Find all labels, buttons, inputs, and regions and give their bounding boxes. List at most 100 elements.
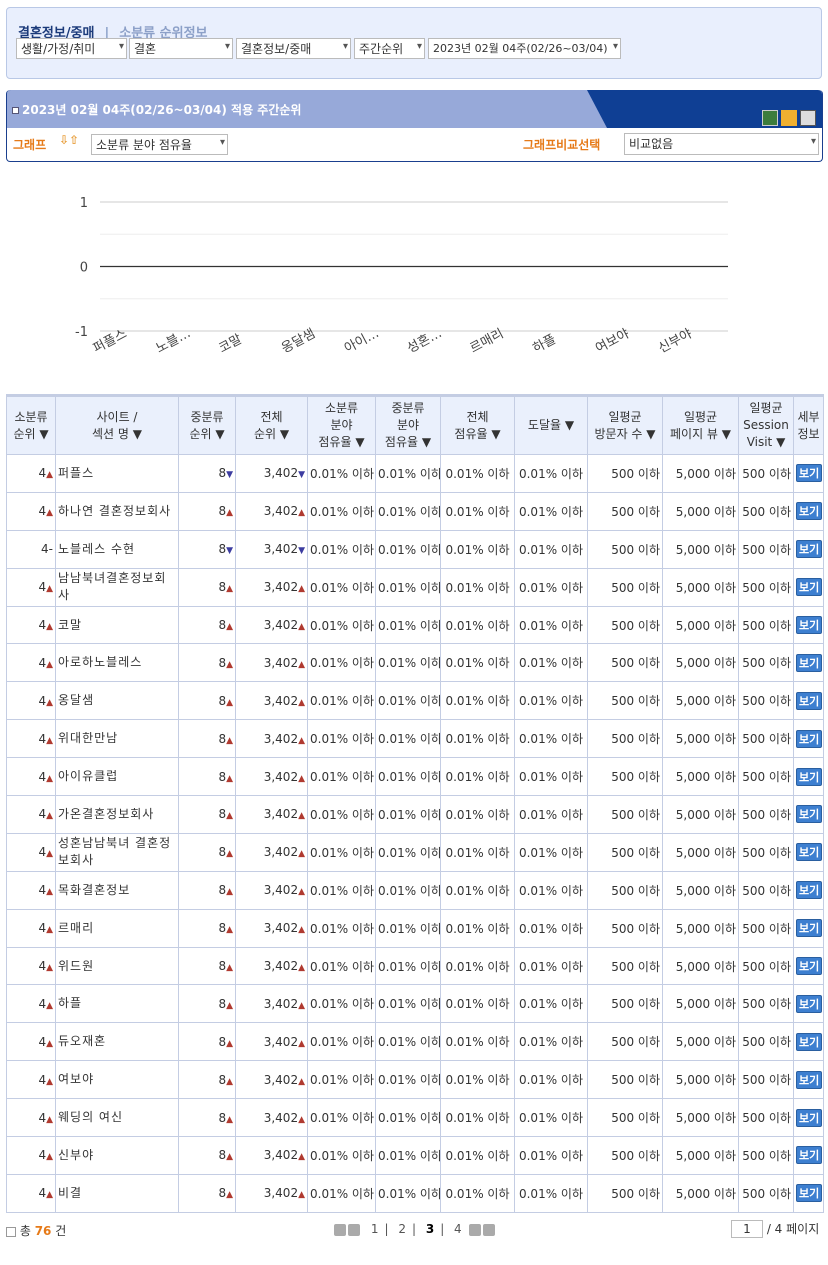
site-name[interactable]: 옹달샘 (55, 681, 179, 721)
collapse-icon[interactable] (6, 1226, 16, 1237)
view-detail-button[interactable]: 보기 (796, 881, 823, 900)
site-name[interactable]: 성혼남남북녀 결혼정보회사 (55, 832, 179, 872)
breadcrumb-category[interactable]: 결혼정보/중매 (18, 26, 95, 41)
column-header[interactable]: 전체 순위 ▼ (235, 395, 308, 455)
site-name[interactable]: 위드원 (55, 946, 179, 986)
view-detail-button[interactable]: 보기 (796, 464, 823, 483)
view-detail-button[interactable]: 보기 (796, 1146, 823, 1165)
mid-rank: 8▲ (178, 1136, 236, 1175)
chevron-down-icon: ▾ (416, 41, 422, 52)
view-detail-button[interactable]: 보기 (796, 805, 823, 824)
site-name[interactable]: 위대한만남 (55, 719, 179, 759)
view-detail-button[interactable]: 보기 (796, 1108, 823, 1127)
trend-up-icon: ▲ (298, 849, 305, 860)
site-name[interactable]: 웨딩의 여신 (55, 1098, 179, 1138)
subcategory-select[interactable]: 결혼 ▾ (129, 38, 233, 59)
mid-share: 0.01% 이하 (375, 605, 441, 645)
site-name[interactable]: 듀오재혼 (55, 1022, 179, 1062)
total-rank-value: 3,402 (263, 1148, 299, 1163)
reach: 0.01% 이하 (514, 757, 588, 797)
site-name[interactable]: 남남북녀결혼정보회사 (55, 567, 179, 607)
view-detail-button[interactable]: 보기 (796, 994, 823, 1013)
page-link-1[interactable]: 1 (370, 1222, 379, 1236)
page-input[interactable]: 1 (731, 1220, 763, 1238)
view-detail-button[interactable]: 보기 (796, 653, 823, 672)
trend-up-icon: ▲ (226, 697, 233, 708)
site-name[interactable]: 비결 (55, 1173, 179, 1213)
view-detail-button[interactable]: 보기 (796, 502, 823, 521)
view-detail-button[interactable]: 보기 (796, 843, 823, 862)
column-header[interactable]: 소분류 분야 점유율 ▼ (307, 395, 376, 455)
total-rank-value: 3,402 (263, 542, 299, 557)
total-share: 0.01% 이하 (440, 491, 515, 531)
column-header[interactable]: 일평균 페이지 뷰 ▼ (662, 395, 739, 455)
graph-metric-select[interactable]: 소분류 분야 점유율 ▾ (91, 134, 228, 155)
view-detail-button[interactable]: 보기 (796, 1070, 823, 1089)
mail-icon[interactable] (781, 110, 797, 126)
page-link-4[interactable]: 4 (454, 1222, 462, 1236)
column-header[interactable]: 중분류 분야 점유율 ▼ (375, 395, 441, 455)
page-jump: 1 / 4 페이지 (731, 1220, 819, 1238)
total-rank: 3,402▲ (235, 681, 308, 721)
view-detail-button[interactable]: 보기 (796, 957, 823, 976)
mid-rank-value: 8 (218, 731, 227, 746)
detail-cell: 보기 (793, 908, 824, 948)
column-header[interactable]: 소분류 순위 ▼ (6, 395, 56, 455)
view-detail-button[interactable]: 보기 (796, 767, 823, 786)
detail-cell: 보기 (793, 1098, 824, 1138)
column-header[interactable]: 일평균 Session Visit ▼ (738, 395, 794, 455)
period-type-select[interactable]: 주간순위 ▾ (354, 38, 425, 59)
column-header[interactable]: 도달율 ▼ (514, 395, 588, 455)
page-link-2[interactable]: 2 (398, 1222, 406, 1236)
prev-page-icon[interactable] (348, 1223, 360, 1236)
page-link-3-current[interactable]: 3 (425, 1222, 435, 1236)
last-page-icon[interactable] (482, 1223, 495, 1236)
view-detail-button[interactable]: 보기 (796, 1032, 823, 1051)
site-name[interactable]: 노블레스 수현 (55, 529, 179, 569)
table-row: 4▲ 목화결혼정보 8▲ 3,402▲ 0.01% 이하 0.01% 이하 0.01% 이하… (6, 870, 824, 910)
week-select[interactable]: 2023년 02월 04주(02/26~03/04) ▾ (428, 38, 621, 59)
sort-arrows-icon[interactable]: ⇩⇧ (59, 133, 80, 147)
view-detail-button[interactable]: 보기 (796, 540, 823, 559)
graph-compare-select[interactable]: 비교없음 ▾ (624, 133, 819, 155)
site-name[interactable]: 하플 (55, 984, 179, 1024)
trend-up-icon: ▲ (46, 1038, 53, 1049)
section-select[interactable]: 결혼정보/중매 ▾ (236, 38, 351, 59)
category-select[interactable]: 생활/가정/취미 ▾ (16, 38, 127, 59)
pageviews: 5,000 이하 (662, 795, 739, 834)
next-page-icon[interactable] (468, 1223, 481, 1236)
column-header[interactable]: 중분류 순위 ▼ (178, 395, 236, 455)
mid-rank: 8▲ (178, 1022, 236, 1062)
view-detail-button[interactable]: 보기 (796, 729, 823, 748)
site-name[interactable]: 르매리 (55, 908, 179, 948)
site-name[interactable]: 퍼플스 (55, 454, 179, 493)
column-header[interactable]: 일평균 방문자 수 ▼ (587, 395, 663, 455)
reach: 0.01% 이하 (514, 491, 588, 531)
mid-rank: 8▲ (178, 984, 236, 1024)
site-name[interactable]: 여보야 (55, 1060, 179, 1100)
view-detail-button[interactable]: 보기 (796, 691, 823, 710)
column-header[interactable]: 사이트 / 섹션 명 ▼ (55, 395, 179, 455)
site-name[interactable]: 아로하노블레스 (55, 643, 179, 683)
excel-icon[interactable] (762, 110, 778, 126)
detail-cell: 보기 (793, 681, 824, 721)
site-name[interactable]: 코말 (55, 605, 179, 645)
mid-rank-value: 8 (218, 996, 227, 1011)
small-rank-value: 4 (38, 883, 47, 898)
first-page-icon[interactable] (334, 1223, 346, 1236)
view-detail-button[interactable]: 보기 (796, 1184, 823, 1203)
sessions: 500 이하 (738, 908, 794, 948)
site-name[interactable]: 하나연 결혼정보회사 (55, 491, 179, 531)
table-row: 4▲ 아로하노블레스 8▲ 3,402▲ 0.01% 이하 0.01% 이하 0.01% 이… (6, 643, 824, 683)
pageviews: 5,000 이하 (662, 1060, 739, 1100)
site-name[interactable]: 아이유클럽 (55, 757, 179, 797)
reach: 0.01% 이하 (514, 984, 588, 1024)
view-detail-button[interactable]: 보기 (796, 578, 823, 597)
print-icon[interactable] (800, 110, 816, 126)
site-name[interactable]: 목화결혼정보 (55, 870, 179, 910)
site-name[interactable]: 가온결혼정보회사 (55, 795, 179, 834)
view-detail-button[interactable]: 보기 (796, 616, 823, 634)
site-name[interactable]: 신부야 (55, 1136, 179, 1175)
column-header[interactable]: 전체 점유율 ▼ (440, 395, 515, 455)
view-detail-button[interactable]: 보기 (796, 919, 823, 938)
